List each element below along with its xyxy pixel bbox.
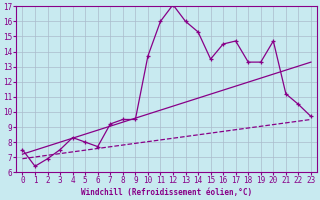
X-axis label: Windchill (Refroidissement éolien,°C): Windchill (Refroidissement éolien,°C)	[81, 188, 252, 197]
